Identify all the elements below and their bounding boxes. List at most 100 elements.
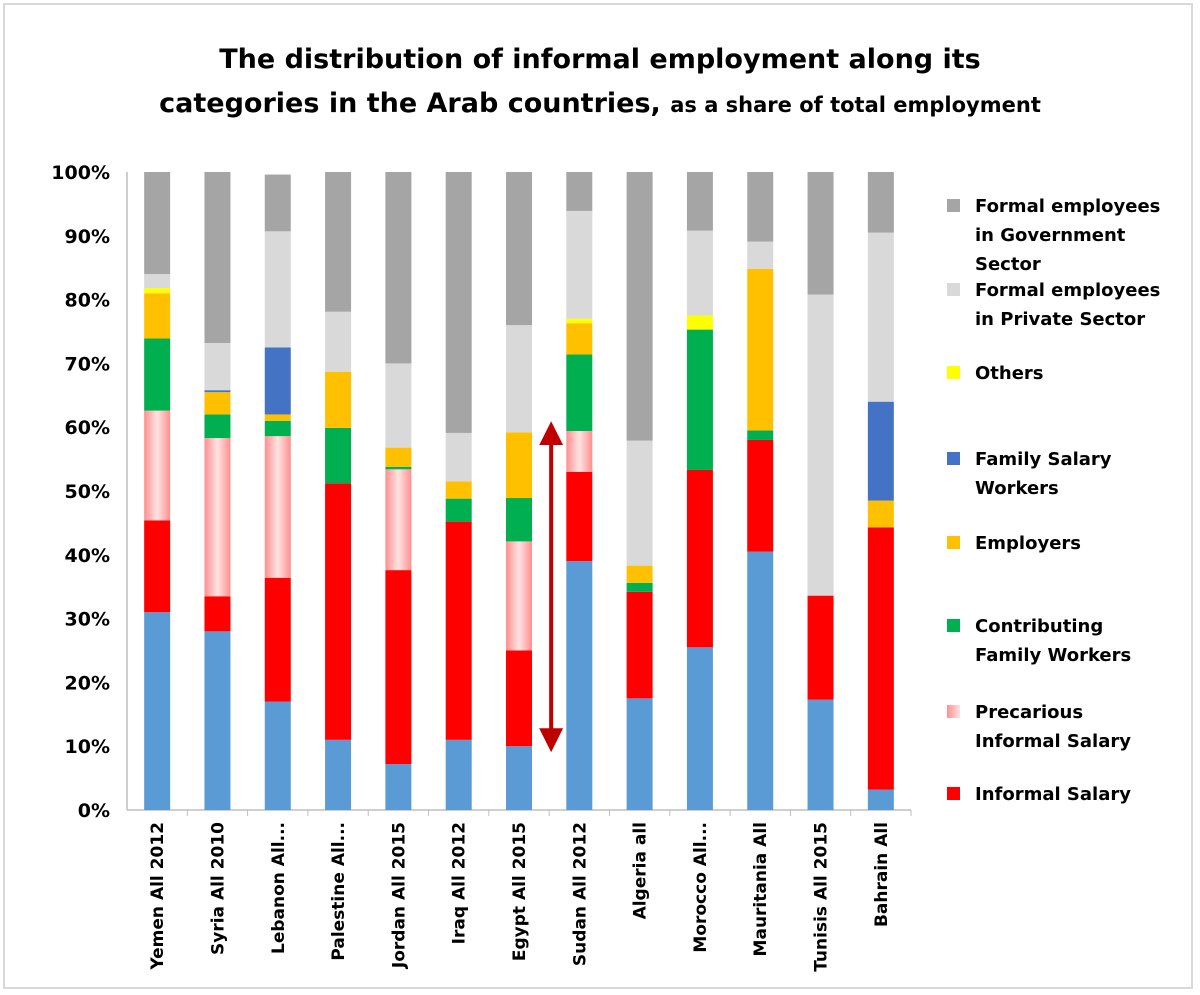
bar-segment [686,469,713,648]
legend-swatch [947,705,960,718]
bar-segment [144,274,171,289]
legend-entry: Others [947,363,1044,384]
y-tick-label: 80% [65,290,110,312]
legend-label: Family Workers [975,645,1131,666]
bar-segment [325,483,352,740]
y-tick-label: 20% [65,672,110,694]
bar-segment [867,500,894,528]
bar-segment [264,231,291,348]
x-tick-label: Iraq All 2012 [450,822,470,944]
bar-segment [807,595,834,700]
bar-segment [264,577,291,702]
legend-swatch [947,199,960,212]
legend-label: in Private Sector [975,309,1145,330]
bar-segment [385,469,412,571]
y-tick-label: 50% [65,481,110,503]
y-tick-label: 10% [65,736,110,758]
chart-frame [3,3,1193,989]
axes: 0% 10% 20% 30% 40% 50% 60% 70% 80% 90% 100% [51,162,912,822]
bar-segment [807,172,834,295]
bar-segment [264,701,291,810]
y-tick-label: 100% [51,162,110,184]
bar-segment [566,561,593,810]
bar-segment [566,318,593,324]
bar-segment [867,527,894,790]
x-tick-label: Mauritania All [751,822,771,956]
legend-label: Workers [975,478,1059,499]
legend-label: Formal employees [975,280,1160,301]
bar-segment [506,172,532,326]
bar-segment [626,565,653,583]
bar-segment [445,432,472,482]
bar-segment [807,294,834,596]
legend-entry: Employers [947,533,1081,554]
legend-swatch [947,366,960,379]
bar-segment [867,789,894,810]
legend-swatch [947,452,960,465]
x-tick-label: Morocco All... [691,822,711,953]
legend-swatch [947,536,960,549]
x-tick-label: Lebanon All... [269,822,289,954]
legend-label: Family Salary [975,449,1112,470]
legend-label: Formal employees [975,196,1160,217]
bar-segment [686,230,713,316]
bar-segment [566,471,593,562]
legend-swatch [947,619,960,632]
bar-segment [506,498,532,542]
bar-segment [566,172,593,211]
bar-segment [747,430,774,440]
bar-segment [204,438,231,597]
bar-segment [144,172,171,275]
legend-entry: Family Salary Workers [947,449,1112,499]
chart-title-line2-main: categories in the Arab countries, [159,88,661,119]
bar-segment [506,325,532,433]
chart-subtitle: as a share of total employment [670,93,1041,117]
bar-segment [144,612,171,810]
bars [144,172,894,810]
y-tick-label: 40% [65,545,110,567]
legend-entry: Informal Salary [947,784,1131,805]
y-tick-label: 70% [65,353,110,375]
bar-segment [204,342,231,391]
y-tick-label: 90% [65,226,110,248]
bar-segment [686,647,713,810]
bar-segment [385,172,412,364]
bar-segment [566,431,593,472]
legend-entry: Precarious Informal Salary [947,702,1131,752]
bar-segment [325,739,352,810]
bar-segment [506,746,532,810]
x-tick-label: Egypt All 2015 [510,822,530,961]
bar-segment [264,436,291,578]
legend-label: Sector [975,254,1041,275]
legend-entry: Contributing Family Workers [947,616,1131,666]
bar-segment [506,432,532,499]
legend-label: Employers [975,533,1081,554]
x-tick-label: Bahrain All [872,822,892,927]
bar-segment [264,414,291,421]
bar-segment [204,392,231,415]
bar-segment [867,401,894,501]
bar-segment [686,315,713,330]
x-tick-label: Tunisis All 2015 [812,822,832,972]
bar-segment [204,631,231,810]
legend-label: Precarious [975,702,1083,723]
y-tick-label: 30% [65,609,110,631]
legend-entry: Formal employees in Government Sector [947,196,1160,275]
bar-segment [626,440,653,566]
x-tick-label: Syria All 2010 [208,822,228,955]
bar-segment [385,764,412,810]
bar-segment [506,541,532,651]
bar-segment [747,551,774,810]
legend-label: Contributing [975,616,1103,637]
bar-segment [325,172,352,312]
bar-segment [626,591,653,699]
bar-segment [385,570,412,765]
bar-segment [867,172,894,233]
bar-segment [747,268,774,431]
bar-segment [867,232,894,402]
bar-segment [325,427,352,484]
bar-segment [626,172,653,441]
bar-segment [566,210,593,319]
bar-segment [144,410,171,521]
x-tick-label: Yemen All 2012 [148,822,168,971]
